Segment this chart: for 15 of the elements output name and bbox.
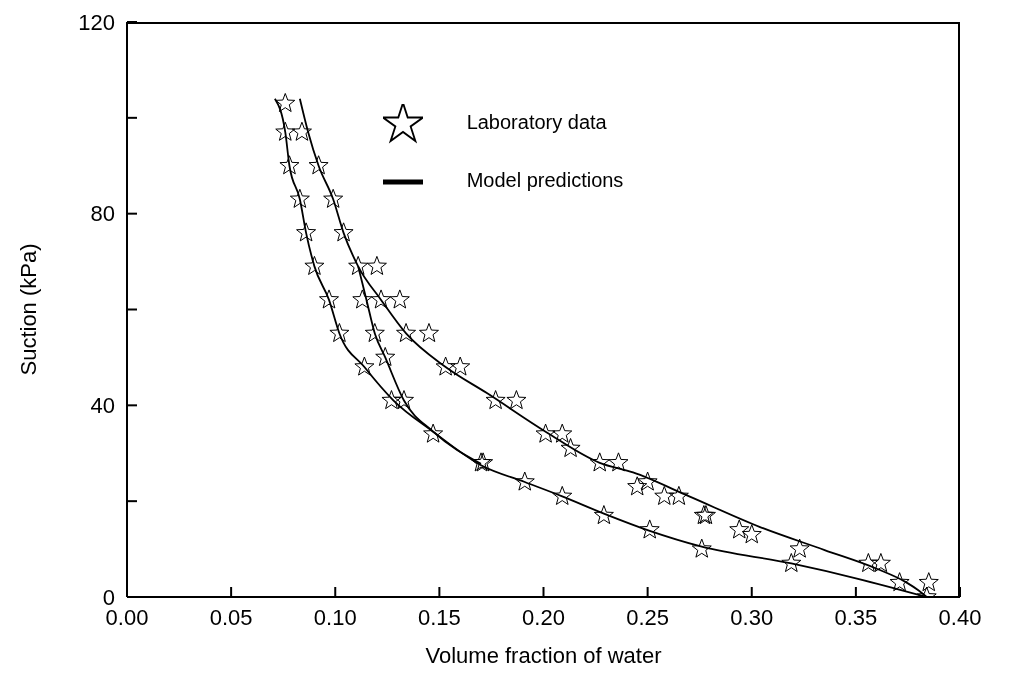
x-tick-label: 0.10: [313, 604, 357, 630]
x-tick-label: 0.25: [626, 604, 670, 630]
x-tick-label: 0.40: [938, 604, 982, 630]
legend-label: Model predictions: [466, 169, 624, 192]
x-tick-label: 0.20: [522, 604, 565, 630]
legend-label: Laboratory data: [466, 111, 607, 134]
y-tick-label: 40: [90, 393, 115, 419]
x-axis-title: Volume fraction of water: [425, 643, 662, 668]
x-tick-label: 0.30: [730, 604, 774, 630]
x-tick-label: 0.15: [417, 604, 461, 630]
x-tick-label: 0.35: [834, 604, 878, 630]
y-tick-label: 80: [90, 201, 115, 227]
y-tick-label: 120: [78, 9, 115, 35]
x-tick-label: 0.05: [209, 604, 253, 630]
y-axis-title: Suction (kPa): [15, 243, 41, 376]
